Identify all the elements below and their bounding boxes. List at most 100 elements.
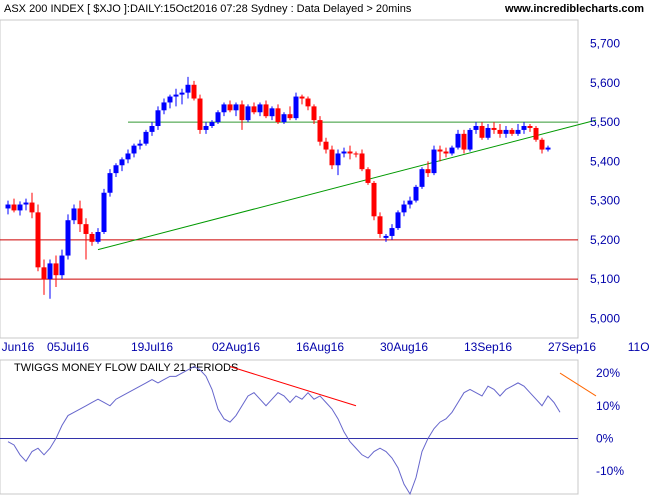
candle-body	[359, 153, 365, 170]
candle	[155, 106, 161, 130]
price-y-tick-label: 5,300	[590, 194, 620, 208]
candle	[443, 147, 449, 158]
candle	[467, 127, 473, 152]
site-link[interactable]: www.incrediblecharts.com	[505, 3, 644, 15]
candle-body	[287, 114, 293, 119]
candle	[539, 137, 545, 154]
candle	[449, 145, 455, 156]
candle-body	[215, 112, 221, 123]
candle-body	[59, 255, 65, 276]
candle	[305, 96, 311, 111]
candle	[347, 145, 353, 160]
candle-body	[155, 110, 161, 126]
candle-body	[29, 202, 35, 213]
candle	[101, 188, 107, 234]
candle	[251, 102, 257, 115]
candle-body	[173, 94, 179, 97]
x-tick-label: 02Aug16	[212, 340, 260, 354]
candle-body	[77, 208, 83, 225]
candle-body	[383, 235, 389, 238]
candle-body	[353, 153, 359, 155]
candle	[509, 127, 515, 136]
candle	[167, 94, 173, 109]
x-tick-label: 16Aug16	[296, 340, 344, 354]
candle	[431, 145, 437, 176]
candle	[77, 200, 83, 232]
price-panel-frame	[0, 19, 579, 339]
candle-body	[71, 208, 77, 221]
candle-body	[251, 106, 257, 113]
candle	[371, 180, 377, 221]
candle-body	[305, 98, 311, 107]
candle-body	[491, 127, 497, 130]
candle-body	[221, 104, 227, 113]
candle	[479, 122, 485, 140]
price-y-tick-label: 5,000	[590, 311, 620, 325]
candle	[41, 259, 47, 295]
candle-body	[509, 129, 515, 134]
candle	[125, 149, 131, 164]
indicator-trendline-red	[229, 366, 357, 407]
candle-body	[377, 216, 383, 234]
candle	[317, 116, 323, 146]
candle-body	[407, 200, 413, 205]
candle-body	[365, 169, 371, 183]
candle	[203, 122, 209, 134]
candle	[65, 214, 71, 260]
candle-body	[497, 129, 503, 134]
candle-body	[191, 84, 197, 99]
candle-body	[431, 149, 437, 174]
candle	[263, 100, 269, 119]
candle	[521, 122, 527, 134]
candle-body	[317, 120, 323, 142]
candle	[113, 163, 119, 178]
chart-title: ASX 200 INDEX [ $XJO ]:DAILY:15Oct2016 0…	[4, 3, 412, 15]
candle	[455, 129, 461, 150]
candle-body	[323, 141, 329, 150]
indicator-y-tick-label: 10%	[596, 399, 620, 413]
candle	[377, 212, 383, 238]
candle	[533, 126, 539, 142]
candle	[545, 145, 551, 152]
x-tick-label: 13Sep16	[464, 340, 512, 354]
candle-body	[341, 151, 347, 154]
candle-body	[371, 182, 377, 217]
indicator-y-tick-label: 20%	[596, 366, 620, 380]
candle	[149, 122, 155, 136]
candle	[353, 151, 359, 158]
x-tick-label: Jun16	[2, 340, 35, 354]
indicator-y-tick-label: 0%	[596, 431, 614, 445]
candle-body	[257, 104, 263, 113]
candle	[5, 200, 11, 215]
candle-body	[179, 92, 185, 95]
candle-body	[101, 192, 107, 232]
candle-body	[41, 267, 47, 280]
candle	[143, 129, 149, 146]
candle	[107, 169, 113, 197]
candle	[131, 143, 137, 158]
candle-body	[143, 131, 149, 144]
candle	[365, 167, 371, 185]
candle-body	[203, 126, 209, 130]
candle-body	[479, 126, 485, 138]
candle-body	[227, 104, 233, 111]
candle	[173, 88, 179, 107]
candle	[71, 204, 77, 225]
candle-body	[275, 108, 281, 123]
candle-body	[239, 104, 245, 121]
candle	[281, 112, 287, 125]
price-y-tick-label: 5,400	[590, 154, 620, 168]
candle-body	[527, 126, 533, 128]
candle-body	[335, 153, 341, 166]
x-tick-label: 30Aug16	[380, 340, 428, 354]
candle	[503, 126, 509, 138]
candle	[185, 76, 191, 99]
price-y-tick-label: 5,700	[590, 37, 620, 51]
candle	[23, 198, 29, 211]
candle-body	[401, 204, 407, 213]
candle	[179, 88, 185, 105]
candle	[89, 232, 95, 246]
candle-body	[269, 108, 275, 117]
candle-body	[263, 104, 269, 117]
